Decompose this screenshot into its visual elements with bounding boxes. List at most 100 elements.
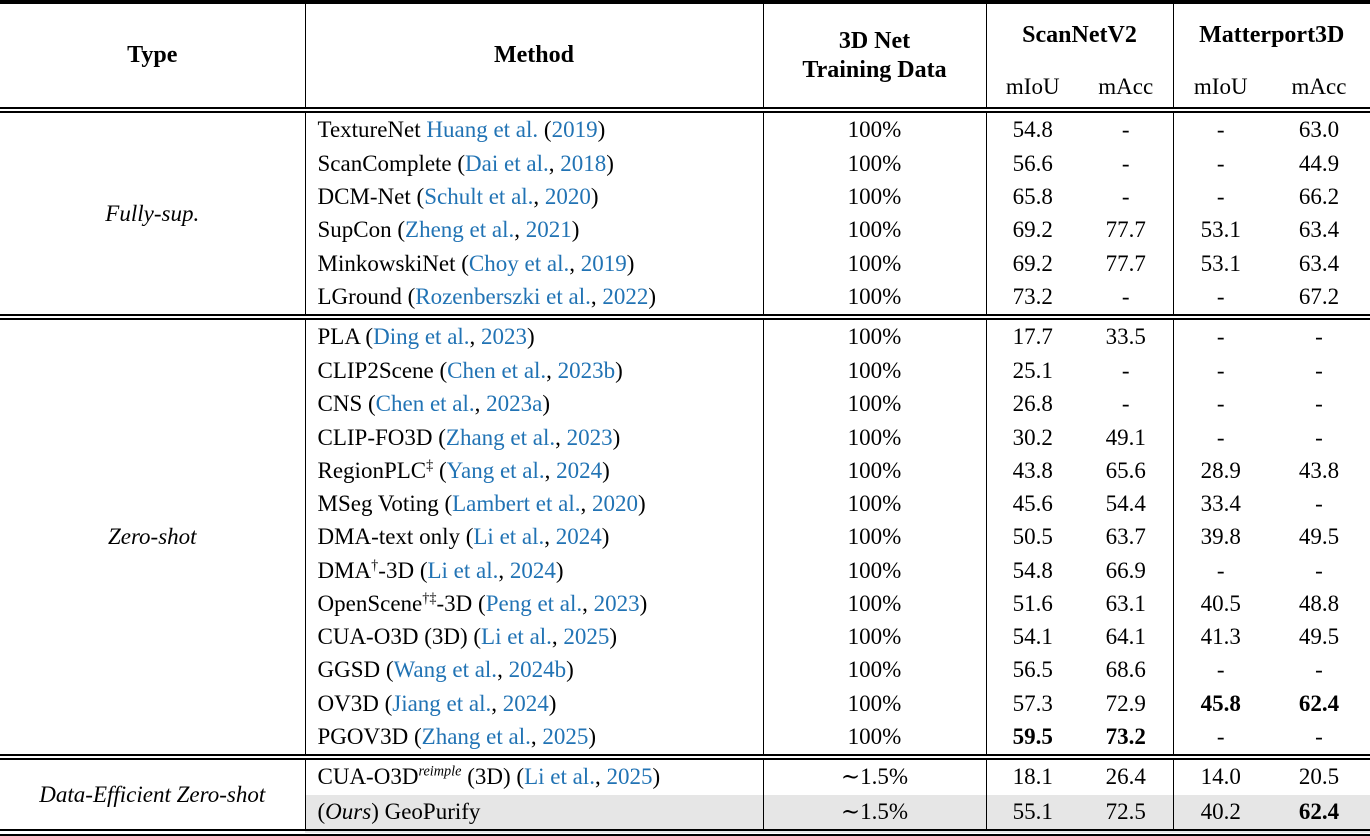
- training-data-cell: 100%: [763, 553, 987, 588]
- method-text: ,: [590, 284, 603, 310]
- method-text: Ours: [325, 798, 372, 824]
- citation-link[interactable]: 2020: [544, 184, 591, 209]
- citation-link[interactable]: 2023: [566, 424, 613, 450]
- training-data-cell: 100%: [763, 280, 987, 318]
- citation-link[interactable]: Li et al.: [481, 624, 552, 650]
- citation-link[interactable]: Ding et al.: [373, 324, 470, 350]
- scannet-macc-cell: 33.5: [1079, 314, 1174, 355]
- citation-link[interactable]: 2018: [560, 150, 607, 176]
- citation-link[interactable]: Chen et al.: [375, 391, 475, 417]
- citation-link[interactable]: 2022: [602, 284, 649, 310]
- method-cell: TextureNet Huang et al. (2019): [305, 106, 764, 148]
- citation-link[interactable]: Li et al.: [427, 557, 499, 583]
- citation-link[interactable]: Yang et al.: [446, 457, 545, 483]
- method-text: ,: [498, 557, 510, 583]
- dagger-marker: ‡: [426, 457, 434, 474]
- citation-link[interactable]: 2025: [542, 724, 589, 750]
- scannet-miou-cell: 55.1: [986, 794, 1079, 833]
- citation-link[interactable]: 2024: [556, 457, 603, 483]
- method-text: OV3D (: [317, 690, 393, 716]
- scannet-macc-cell: 72.9: [1079, 687, 1174, 721]
- citation-link[interactable]: Schult et al.: [424, 184, 534, 209]
- method-text: CNS (: [317, 391, 376, 417]
- scannet-miou-cell: 25.1: [1012, 358, 1053, 384]
- method-text: ,: [491, 690, 503, 716]
- citation-link[interactable]: 2020: [591, 491, 638, 517]
- citation-link[interactable]: Zheng et al.: [405, 217, 515, 243]
- matterport-macc-cell: -: [1315, 724, 1323, 750]
- method-text: LGround (: [317, 284, 416, 310]
- training-data-cell: 100%: [763, 213, 987, 247]
- training-data-cell: 100%: [763, 246, 987, 281]
- method-text: ,: [544, 457, 557, 483]
- method-text: ): [571, 217, 580, 243]
- scannet-miou-cell: 65.8: [1012, 184, 1053, 209]
- citation-link[interactable]: Jiang et al.: [392, 690, 492, 716]
- method-cell: GGSD (Wang et al., 2024b): [305, 653, 764, 688]
- citation-link[interactable]: 2024b: [508, 657, 567, 683]
- citation-link[interactable]: Zhang et al.: [421, 724, 531, 750]
- method-text: DMA: [317, 557, 372, 583]
- citation-link[interactable]: Rozenberszki et al.: [415, 284, 591, 310]
- matterport-macc-cell: -: [1315, 657, 1323, 683]
- training-data-cell: 100%: [763, 147, 987, 181]
- citation-link[interactable]: 2021: [525, 217, 572, 243]
- citation-link[interactable]: 2019: [580, 250, 627, 276]
- citation-link[interactable]: 2024: [509, 557, 556, 583]
- scannet-miou-cell: 26.8: [1012, 391, 1053, 417]
- citation-link[interactable]: 2025: [563, 624, 610, 650]
- citation-link[interactable]: Li et al.: [524, 764, 595, 790]
- citation-link[interactable]: 2024: [502, 690, 549, 716]
- training-data-cell: 100%: [763, 180, 987, 214]
- method-text: ,: [555, 424, 567, 450]
- column-header-scannetv2: ScanNetV2: [986, 2, 1174, 66]
- scannet-macc-cell: 54.4: [1079, 487, 1174, 521]
- citation-link[interactable]: 2025: [606, 764, 653, 790]
- citation-link[interactable]: Wang et al.: [393, 657, 498, 683]
- method-text: ): [615, 358, 623, 384]
- citation-link[interactable]: Lambert et al.: [452, 491, 581, 517]
- subheader-matterport-macc: mAcc: [1291, 73, 1347, 99]
- method-text: ): [542, 391, 551, 417]
- citation-link[interactable]: Zhang et al.: [445, 424, 556, 450]
- training-data-cell: ∼1.5%: [763, 754, 987, 795]
- column-header-type: Type: [0, 2, 306, 110]
- matterport-miou-cell: -: [1216, 657, 1225, 683]
- citation-link[interactable]: Peng et al.: [485, 590, 583, 616]
- method-text: MinkowskiNet (: [317, 250, 469, 276]
- type-cell: Fully-sup.: [0, 106, 306, 318]
- method-text: (3D) (: [461, 764, 525, 790]
- method-cell: CNS (Chen et al., 2023a): [305, 387, 764, 421]
- method-cell: (Ours) GeoPurify: [305, 794, 764, 833]
- method-text: ): [606, 150, 614, 176]
- table-row: DCM-Net (Schult et al., 2020) 100% 65.8- -6…: [0, 180, 1370, 214]
- citation-link[interactable]: Chen et al.: [447, 358, 547, 384]
- citation-link[interactable]: 2023: [593, 590, 640, 616]
- table-row: MinkowskiNet (Choy et al., 2019) 100% 69.2…: [0, 246, 1370, 281]
- method-text: DMA-text only (: [317, 524, 474, 550]
- citation-link[interactable]: 2019: [551, 117, 598, 143]
- matterport-macc-cell: 43.8: [1298, 457, 1340, 483]
- scannet-macc-cell: 68.6: [1079, 653, 1174, 688]
- method-text: CLIP2Scene (: [317, 358, 448, 384]
- method-text: CLIP-FO3D (: [317, 424, 446, 450]
- method-text: SupCon (: [317, 217, 406, 243]
- method-text: ) GeoPurify: [371, 798, 481, 824]
- citation-link[interactable]: 2023: [481, 324, 528, 350]
- scannet-macc-cell: -: [1079, 354, 1174, 388]
- citation-link[interactable]: Huang et al.: [426, 117, 539, 143]
- citation-link[interactable]: 2024: [555, 524, 602, 550]
- citation-link[interactable]: 2023a: [486, 391, 543, 417]
- citation-link[interactable]: 2023b: [557, 358, 616, 384]
- table-row: CLIP2Scene (Chen et al., 2023b) 100% 25.1-…: [0, 354, 1370, 388]
- citation-link[interactable]: Choy et al.: [468, 250, 570, 276]
- scannet-miou-cell: 57.3: [1012, 690, 1053, 716]
- table-row: Data-Efficient Zero-shot CUA-O3Dreimple (…: [0, 754, 1370, 833]
- superscript-reimple: reimple: [418, 763, 462, 780]
- scannet-macc-cell: 63.7: [1079, 520, 1174, 554]
- table-row: OV3D (Jiang et al., 2024) 100% 57.3 72.9 45.…: [0, 687, 1370, 721]
- citation-link[interactable]: Dai et al.: [465, 150, 549, 176]
- citation-link[interactable]: Li et al.: [473, 524, 545, 550]
- matterport-macc-cell: 20.5: [1268, 754, 1370, 795]
- matterport-miou-cell: -: [1216, 184, 1225, 209]
